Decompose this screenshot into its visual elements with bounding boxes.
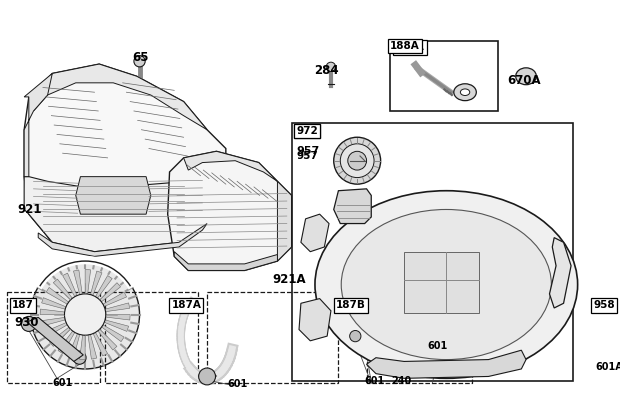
Polygon shape [277,181,291,261]
Circle shape [198,368,216,385]
Text: 958: 958 [593,301,615,310]
Polygon shape [167,151,291,270]
Ellipse shape [392,324,416,343]
Bar [291,123,573,381]
Text: 601: 601 [365,376,385,386]
Polygon shape [549,238,571,308]
Text: 240: 240 [391,376,411,386]
Polygon shape [68,334,80,358]
Polygon shape [100,283,121,302]
Circle shape [433,342,446,355]
Text: 601: 601 [428,341,448,351]
Bar [207,292,338,383]
Polygon shape [105,303,130,312]
Text: 601: 601 [52,378,73,388]
Bar [390,41,498,111]
Text: 187: 187 [12,301,34,310]
Text: 972: 972 [296,126,318,136]
Polygon shape [103,292,126,306]
Text: 601A: 601A [595,362,620,372]
Text: 972: 972 [296,126,318,136]
Polygon shape [27,317,83,361]
Polygon shape [46,287,69,304]
Text: 187B: 187B [335,301,365,310]
Polygon shape [184,151,277,181]
Text: 957: 957 [296,146,319,156]
Polygon shape [366,350,526,378]
Text: 670A: 670A [507,73,541,87]
Circle shape [434,364,445,374]
Polygon shape [63,273,77,297]
Polygon shape [102,325,124,342]
Circle shape [326,62,335,72]
Bar [7,292,100,383]
Polygon shape [301,214,329,252]
Polygon shape [299,299,331,341]
Ellipse shape [516,68,536,85]
Ellipse shape [315,191,578,378]
Polygon shape [334,189,371,224]
Text: 65: 65 [132,51,149,64]
Circle shape [348,151,366,170]
Polygon shape [76,177,151,214]
Text: eReplacementParts.com: eReplacementParts.com [206,202,376,216]
Polygon shape [174,252,277,270]
Polygon shape [93,332,108,356]
Bar [105,292,198,383]
Polygon shape [104,320,128,331]
Text: 930: 930 [15,316,39,328]
Polygon shape [40,309,64,315]
Text: 601: 601 [228,379,248,389]
Polygon shape [40,318,65,326]
Polygon shape [88,334,97,359]
Text: 921: 921 [17,203,42,216]
Circle shape [355,311,368,324]
Bar [367,292,472,383]
Circle shape [64,294,106,335]
Text: 921A: 921A [273,273,306,287]
Ellipse shape [341,210,551,359]
Polygon shape [50,327,71,347]
Circle shape [134,56,145,67]
Circle shape [334,137,381,184]
Polygon shape [79,335,85,359]
Polygon shape [24,177,226,252]
Circle shape [31,260,140,369]
Polygon shape [33,64,207,130]
Circle shape [340,144,374,178]
Circle shape [350,330,361,342]
Polygon shape [95,276,112,298]
Text: 284: 284 [314,64,339,77]
Polygon shape [85,270,91,294]
Polygon shape [105,315,130,320]
Circle shape [619,324,620,339]
Polygon shape [91,271,102,295]
Ellipse shape [397,328,410,338]
Ellipse shape [461,89,470,96]
Polygon shape [24,64,226,252]
Polygon shape [98,329,117,350]
Polygon shape [24,73,52,177]
Text: 188A: 188A [395,42,425,52]
Bar [404,252,479,313]
Polygon shape [53,279,73,300]
Ellipse shape [454,84,476,101]
Text: 957: 957 [296,151,318,161]
Text: 187A: 187A [172,301,202,310]
Polygon shape [42,298,66,309]
Circle shape [73,351,86,364]
Text: 188A: 188A [390,41,420,51]
Polygon shape [43,323,67,337]
Polygon shape [58,331,75,353]
Circle shape [21,316,37,331]
Polygon shape [74,270,82,295]
Polygon shape [38,224,207,256]
